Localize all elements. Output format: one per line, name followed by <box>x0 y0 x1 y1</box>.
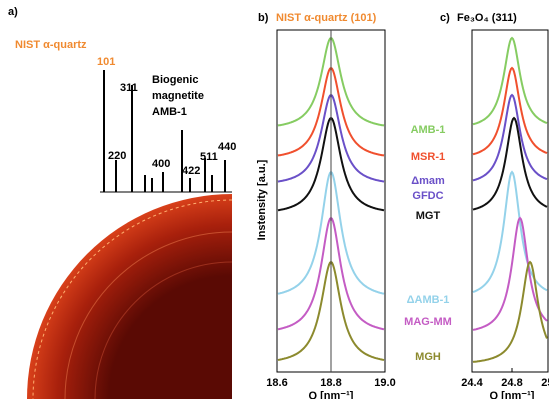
panel-label: b) <box>258 12 269 24</box>
series-label: Δmam <box>411 175 445 187</box>
panel-label: c) <box>440 12 450 24</box>
peak-label: 220 <box>108 150 126 162</box>
series-label: GFDC <box>412 190 443 202</box>
figure: a) NIST α-quartz 101 Biogenic magnetite … <box>0 0 549 399</box>
diffraction-image <box>27 194 232 399</box>
peak-label: 511 <box>200 151 218 163</box>
x-tick-label: 19.0 <box>374 377 395 389</box>
x-tick-label: 24.4 <box>461 377 483 389</box>
peak-label: 101 <box>97 56 115 68</box>
plot-frame <box>472 30 548 372</box>
peak-label: 440 <box>218 141 236 153</box>
peak-label: 311 <box>120 82 138 94</box>
x-axis-label: Q [nm⁻¹] <box>309 390 354 399</box>
peak-label: 400 <box>152 158 170 170</box>
panel-title: Fe₃O₄ (311) <box>457 12 517 24</box>
peak-curve <box>473 118 547 210</box>
x-tick-label: 24.8 <box>501 377 522 389</box>
peak-curve <box>473 95 547 180</box>
x-tick-label: 25.2 <box>541 377 549 389</box>
series-label: AMB-1 <box>411 124 446 136</box>
reference-label: NIST α-quartz <box>15 39 87 51</box>
series-label: ΔAMB-1 <box>407 294 450 306</box>
series-label: MAG-MM <box>404 316 452 328</box>
x-tick-label: 18.6 <box>266 377 287 389</box>
sample-label: AMB-1 <box>152 106 187 118</box>
sample-label: Biogenic <box>152 74 198 86</box>
series-label: MGH <box>415 351 441 363</box>
x-axis-label: Q [nm⁻¹] <box>490 390 535 399</box>
peak-label: 422 <box>182 165 200 177</box>
x-tick-label: 18.8 <box>320 377 341 389</box>
panel-title: NIST α-quartz (101) <box>276 12 377 24</box>
series-label: MSR-1 <box>411 151 445 163</box>
y-axis-label: Instensity [a.u.] <box>256 159 268 240</box>
series-label: MGT <box>416 210 441 222</box>
sample-label: magnetite <box>152 90 204 102</box>
panel-label: a) <box>8 6 18 18</box>
peak-curve <box>473 38 547 124</box>
peak-curve <box>473 218 547 330</box>
peak-curve <box>473 68 547 154</box>
